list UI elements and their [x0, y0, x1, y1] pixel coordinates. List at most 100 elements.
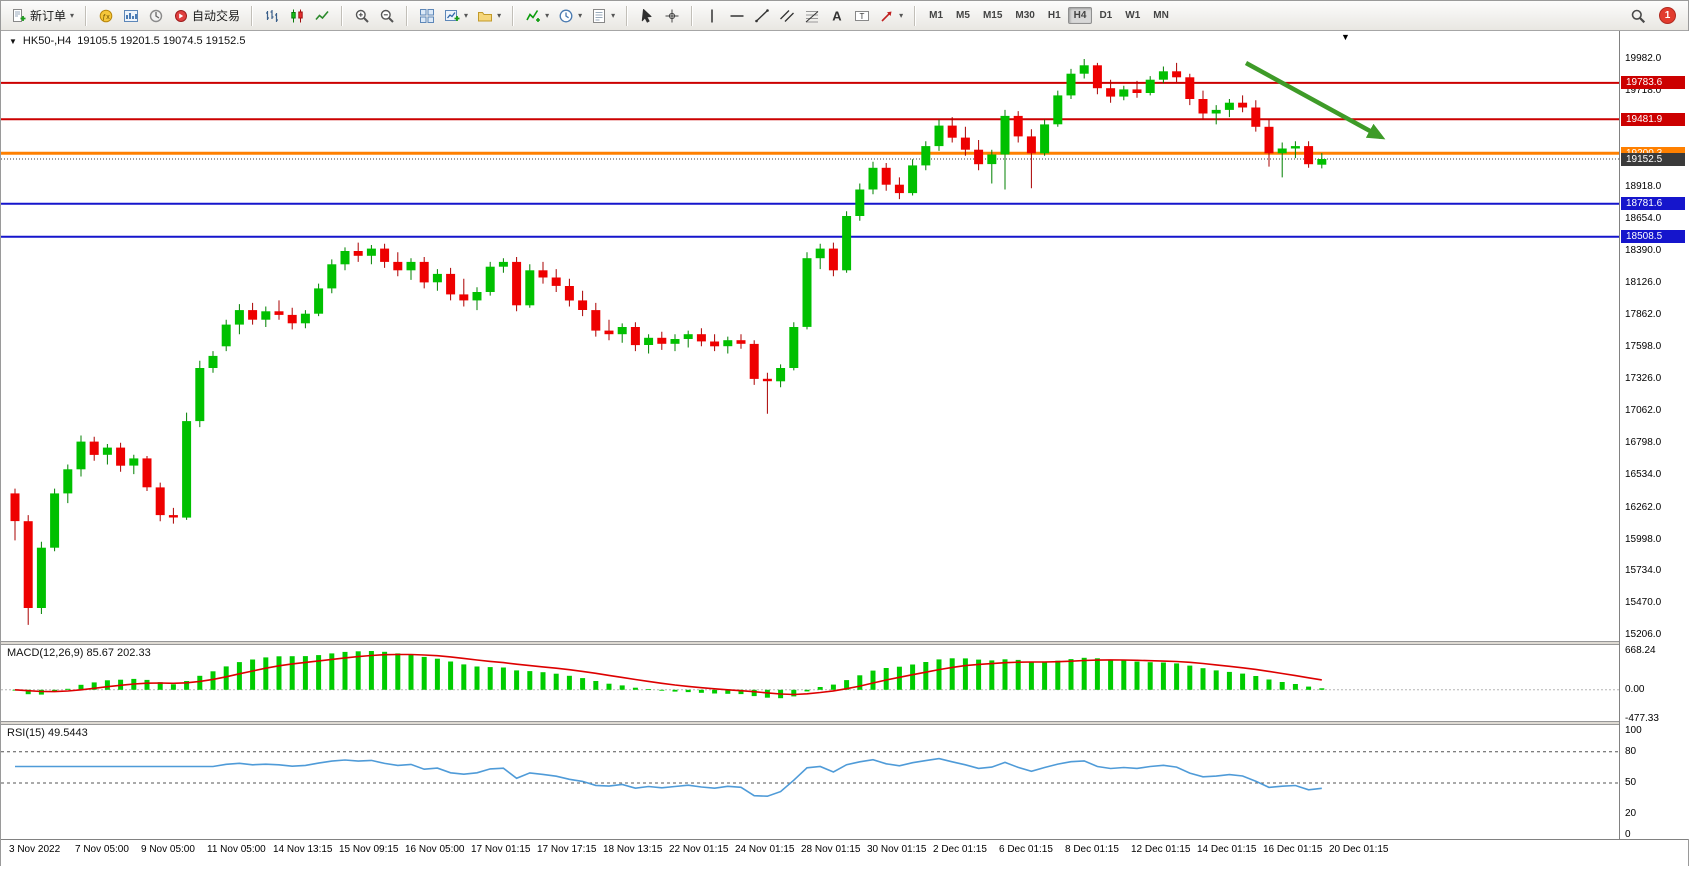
- tf-m30-label: M30: [1015, 10, 1035, 21]
- toolbar-group-chart-types: [260, 5, 334, 27]
- tf-d1-button[interactable]: D1: [1093, 7, 1118, 24]
- cursor-button[interactable]: [635, 5, 659, 27]
- price-axis-label: 18918.0: [1625, 181, 1662, 193]
- expert-advisors-button[interactable]: ƒx: [94, 5, 118, 27]
- svg-text:ƒx: ƒx: [102, 14, 110, 21]
- channel-icon: [779, 8, 795, 24]
- cursor-icon: [639, 8, 655, 24]
- bar-chart-icon: [264, 8, 280, 24]
- templates-button[interactable]: ▾: [587, 5, 619, 27]
- templates-icon: [591, 8, 607, 24]
- time-axis-label: 9 Nov 05:00: [141, 844, 195, 855]
- horizontal-line-button[interactable]: [725, 5, 749, 27]
- price-tag-19481.9: 19481.9: [1621, 112, 1685, 126]
- chevron-down-icon: ▾: [545, 11, 550, 20]
- price-axis-label: 17326.0: [1625, 373, 1662, 385]
- price-tag-18508.5: 18508.5: [1621, 230, 1685, 244]
- toolbar-separator: [626, 5, 629, 26]
- macd-histogram: [12, 651, 1325, 699]
- line-chart-button[interactable]: [310, 5, 334, 27]
- new-chart-icon: [444, 8, 460, 24]
- panel-divider-macd[interactable]: [1, 641, 1688, 645]
- crosshair-icon: [664, 8, 680, 24]
- time-axis-label: 17 Nov 17:15: [537, 844, 597, 855]
- rsi-axis-label: 0: [1625, 829, 1631, 840]
- tf-h4-button[interactable]: H4: [1067, 7, 1093, 24]
- price-axis-label: 16262.0: [1625, 501, 1662, 513]
- indicators-icon: [525, 8, 541, 24]
- price-axis[interactable]: 19982.019718.019454.019190.018918.018654…: [1619, 31, 1689, 840]
- time-axis-label: 16 Dec 01:15: [1263, 844, 1323, 855]
- toolbar-group-tools: ▾ ▾ ▾: [521, 5, 619, 27]
- time-axis-label: 18 Nov 13:15: [603, 844, 663, 855]
- toolbar-separator: [691, 5, 694, 26]
- price-tag-18781.6: 18781.6: [1621, 197, 1685, 211]
- price-axis-label: 15998.0: [1625, 533, 1662, 545]
- rsi-axis-label: 100: [1625, 725, 1642, 736]
- time-axis-label: 14 Nov 13:15: [273, 844, 333, 855]
- tf-m15-label: M15: [982, 10, 1003, 21]
- price-axis-label: 15206.0: [1625, 629, 1662, 640]
- fibonacci-button[interactable]: [800, 5, 824, 27]
- autotrading-button[interactable]: 自动交易: [169, 4, 244, 27]
- data-window-button[interactable]: [144, 5, 168, 27]
- time-axis[interactable]: 3 Nov 2022 7 Nov 05:00 9 Nov 05:00 11 Nov 0…: [1, 839, 1688, 867]
- toolbar-group-order: 新订单 ▾: [7, 4, 78, 27]
- profiles-button[interactable]: ▾: [473, 5, 505, 27]
- new-order-button[interactable]: 新订单 ▾: [7, 4, 78, 27]
- toolbar-group-zoom: [350, 5, 399, 27]
- candlestick-chart-button[interactable]: [285, 5, 309, 27]
- toolbar-separator: [251, 5, 254, 26]
- search-button[interactable]: [1626, 5, 1650, 27]
- indicators-button[interactable]: ▾: [521, 5, 553, 27]
- tf-h1-button[interactable]: H1: [1042, 7, 1067, 24]
- tf-m1-button[interactable]: M1: [923, 7, 949, 24]
- periods-button[interactable]: ▾: [554, 5, 586, 27]
- bar-chart-button[interactable]: [260, 5, 284, 27]
- time-axis-label: 2 Dec 01:15: [933, 844, 987, 855]
- zoom-out-button[interactable]: [375, 5, 399, 27]
- price-axis-label: 19982.0: [1625, 53, 1662, 64]
- tf-m5-button[interactable]: M5: [950, 7, 976, 24]
- tf-m15-button[interactable]: M15: [977, 7, 1008, 24]
- candlestick-icon: [289, 8, 305, 24]
- time-axis-label: 20 Dec 01:15: [1329, 844, 1389, 855]
- tf-m30-button[interactable]: M30: [1009, 7, 1040, 24]
- crosshair-button[interactable]: [660, 5, 684, 27]
- tile-windows-button[interactable]: [415, 5, 439, 27]
- arrows-icon: [879, 8, 895, 24]
- autotrading-label: 自动交易: [192, 9, 241, 23]
- rsi-axis-label: 50: [1625, 777, 1637, 788]
- profiles-icon: [477, 8, 493, 24]
- time-axis-label: 28 Nov 01:15: [801, 844, 861, 855]
- vertical-line-button[interactable]: [700, 5, 724, 27]
- rsi-axis-label: 80: [1625, 745, 1637, 757]
- arrows-button[interactable]: ▾: [875, 5, 907, 27]
- zoom-in-button[interactable]: [350, 5, 374, 27]
- text-button[interactable]: A: [825, 5, 849, 27]
- zoom-out-icon: [379, 8, 395, 24]
- price-axis-label: 18390.0: [1625, 245, 1662, 256]
- time-axis-label: 15 Nov 09:15: [339, 844, 399, 855]
- tf-h1-label: H1: [1047, 10, 1061, 21]
- label-button[interactable]: T: [850, 5, 874, 27]
- charts-button[interactable]: [119, 5, 143, 27]
- panel-divider-rsi[interactable]: [1, 721, 1688, 725]
- trendline-button[interactable]: [750, 5, 774, 27]
- expert-advisors-icon: ƒx: [98, 8, 114, 24]
- notification-badge[interactable]: 1: [1659, 7, 1676, 24]
- tf-w1-button[interactable]: W1: [1119, 7, 1146, 24]
- price-axis-label: 15470.0: [1625, 597, 1662, 609]
- tf-h4-label: H4: [1073, 10, 1087, 21]
- time-axis-label: 22 Nov 01:15: [669, 844, 729, 855]
- time-axis-label: 16 Nov 05:00: [405, 844, 465, 855]
- toolbar-group-panels: ƒx 自动交易: [94, 4, 244, 27]
- tf-mn-button[interactable]: MN: [1147, 7, 1175, 24]
- zoom-in-icon: [354, 8, 370, 24]
- symbol-name: HK50-,H4: [22, 35, 72, 47]
- horizontal-line-icon: [729, 8, 745, 24]
- trend-arrow[interactable]: [1244, 61, 1386, 140]
- new-chart-button[interactable]: ▾: [440, 5, 472, 27]
- new-order-label: 新订单: [30, 9, 67, 23]
- equidistant-channel-button[interactable]: [775, 5, 799, 27]
